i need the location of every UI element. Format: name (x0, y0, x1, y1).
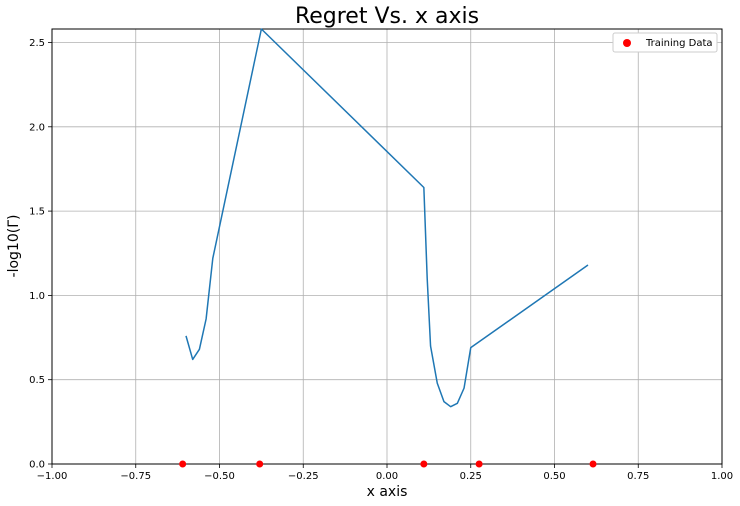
chart-title: Regret Vs. x axis (295, 4, 479, 29)
training-data-point (256, 460, 264, 468)
grid (51, 29, 723, 465)
legend: Training Data (612, 32, 718, 53)
x-tick-label: 0.25 (460, 471, 482, 482)
y-tick-label: 2.5 (29, 38, 45, 49)
legend-marker (623, 39, 631, 47)
x-tick-label: −1.00 (37, 471, 68, 482)
legend-box (612, 32, 718, 53)
y-axis-label: -log10(Γ) (6, 215, 22, 278)
y-tick-label: 0.5 (29, 375, 45, 386)
training-data-point (475, 460, 483, 468)
y-tick-label: 1.5 (29, 207, 45, 218)
axis-ticks: −1.00 −0.75 −0.50 −0.25 0.00 0.25 0.50 0.75 1.00… (29, 38, 733, 482)
x-tick-label: 0.00 (376, 471, 398, 482)
x-tick-label: −0.25 (288, 471, 319, 482)
training-data-point (179, 460, 187, 468)
x-tick-label: 1.00 (711, 471, 733, 482)
x-tick-label: 0.50 (543, 471, 565, 482)
x-tick-label: −0.75 (120, 471, 151, 482)
training-data-point (589, 460, 597, 468)
x-tick-label: −0.50 (204, 471, 235, 482)
chart-marks (179, 28, 597, 468)
training-data-point (420, 460, 428, 468)
y-tick-label: 1.0 (29, 291, 45, 302)
regret-line (185, 28, 589, 408)
legend-label: Training Data (645, 38, 713, 49)
y-tick-label: 2.0 (29, 122, 45, 133)
x-axis-label: x axis (367, 484, 408, 500)
x-tick-label: 0.75 (627, 471, 649, 482)
y-tick-label: 0.0 (29, 460, 45, 471)
